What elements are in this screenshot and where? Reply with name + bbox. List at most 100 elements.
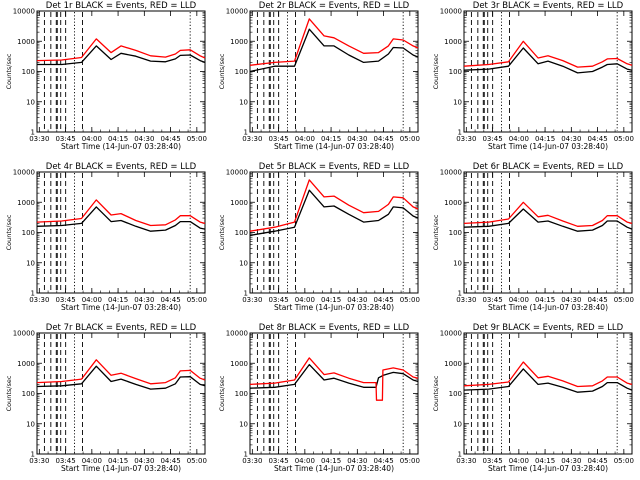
y-tick-label: 1 (244, 451, 248, 459)
detector-panel: Det 1r BLACK = Events, RED = LLD 1 10 100 10… (5, 1, 207, 151)
x-tick-label: 04:30 (561, 135, 581, 143)
x-tick-label: 03:30 (242, 135, 262, 143)
x-tick-label: 04:15 (321, 296, 341, 304)
x-tick-label: 04:00 (82, 135, 102, 143)
x-tick-label: 04:15 (108, 296, 128, 304)
x-tick-label: 04:30 (134, 135, 154, 143)
x-tick-label: 05:00 (187, 296, 207, 304)
x-tick-label: 04:15 (321, 457, 341, 465)
plot-frame (249, 10, 419, 133)
y-tick-label: 10 (26, 98, 35, 106)
x-tick-label: 04:45 (160, 135, 180, 143)
x-tick-label: 03:45 (55, 135, 75, 143)
y-tick-label: 1 (244, 290, 248, 298)
x-tick-label: 04:00 (509, 457, 529, 465)
x-tick-label: 03:30 (29, 135, 49, 143)
y-tick-label: 10 (453, 420, 462, 428)
x-tick-label: 04:30 (347, 457, 367, 465)
x-tick-label: 03:30 (456, 135, 476, 143)
detector-panel: Det 3r BLACK = Events, RED = LLD 1 10 100 10… (432, 1, 634, 151)
x-axis-label: Start Time (14-Jun-07 03:28:40) (488, 142, 608, 151)
panel-title: Det 9r BLACK = Events, RED = LLD (473, 323, 624, 333)
x-tick-label: 03:30 (456, 296, 476, 304)
y-tick-label: 10000 (226, 8, 248, 16)
y-tick-label: 10 (26, 420, 35, 428)
series-lld-line (36, 359, 206, 385)
x-tick-label: 04:30 (347, 296, 367, 304)
y-tick-label: 1000 (230, 199, 248, 207)
panel-title: Det 6r BLACK = Events, RED = LLD (473, 162, 624, 172)
y-tick-label: 10 (453, 98, 462, 106)
series-lld-line (463, 201, 633, 227)
x-tick-label: 03:30 (456, 457, 476, 465)
x-tick-label: 05:00 (187, 457, 207, 465)
x-axis-label: Start Time (14-Jun-07 03:28:40) (274, 464, 394, 473)
x-tick-label: 04:00 (82, 457, 102, 465)
y-axis-label: Counts/sec (432, 375, 440, 411)
plot-frame (249, 332, 419, 455)
series-lld-line (249, 179, 419, 232)
panel-title: Det 7r BLACK = Events, RED = LLD (46, 323, 197, 333)
detector-panel: Det 2r BLACK = Events, RED = LLD 1 10 100 10… (218, 1, 420, 151)
plot-frame (463, 171, 633, 294)
x-tick-label: 04:00 (295, 296, 315, 304)
y-tick-label: 100 (235, 68, 248, 76)
x-tick-label: 04:45 (373, 457, 393, 465)
y-tick-label: 100 (235, 229, 248, 237)
y-tick-label: 10000 (440, 169, 462, 177)
plot-frame (249, 171, 419, 294)
y-tick-label: 1 (458, 290, 462, 298)
x-tick-label: 04:15 (108, 457, 128, 465)
series-events-line (249, 189, 419, 237)
y-tick-label: 1000 (444, 360, 462, 368)
x-tick-label: 05:00 (187, 135, 207, 143)
y-axis-label: Counts/sec (5, 214, 13, 250)
x-tick-label: 03:45 (482, 296, 502, 304)
y-axis-label: Counts/sec (5, 375, 13, 411)
x-axis-label: Start Time (14-Jun-07 03:28:40) (61, 142, 181, 151)
series-lld-line (249, 357, 419, 401)
series-lld-line (36, 199, 206, 227)
x-tick-label: 05:00 (400, 457, 420, 465)
detector-panel: Det 5r BLACK = Events, RED = LLD 1 10 100 10… (218, 162, 420, 312)
y-tick-label: 1 (31, 451, 35, 459)
y-axis-label: Counts/sec (218, 375, 226, 411)
panel-title: Det 2r BLACK = Events, RED = LLD (259, 1, 410, 11)
x-tick-label: 04:45 (160, 296, 180, 304)
y-tick-label: 10000 (13, 330, 35, 338)
x-tick-label: 03:45 (268, 135, 288, 143)
panel-title: Det 4r BLACK = Events, RED = LLD (46, 162, 197, 172)
y-tick-label: 10 (239, 98, 248, 106)
y-tick-label: 10 (239, 420, 248, 428)
x-tick-label: 04:00 (295, 135, 315, 143)
x-tick-label: 04:00 (295, 457, 315, 465)
x-tick-label: 05:00 (614, 135, 634, 143)
x-tick-label: 03:45 (55, 296, 75, 304)
x-tick-label: 03:45 (55, 457, 75, 465)
x-tick-label: 03:30 (29, 457, 49, 465)
x-tick-label: 05:00 (400, 296, 420, 304)
y-tick-label: 10000 (13, 8, 35, 16)
x-tick-label: 04:30 (134, 457, 154, 465)
x-tick-label: 04:15 (321, 135, 341, 143)
y-tick-label: 10 (26, 259, 35, 267)
y-tick-label: 1000 (230, 360, 248, 368)
y-tick-label: 100 (22, 68, 35, 76)
y-tick-label: 1 (458, 451, 462, 459)
y-tick-label: 1000 (444, 199, 462, 207)
y-tick-label: 10000 (440, 8, 462, 16)
y-tick-label: 100 (22, 390, 35, 398)
series-events-line (249, 28, 419, 73)
y-tick-label: 10 (453, 259, 462, 267)
plot-frame (463, 332, 633, 455)
y-tick-label: 1000 (444, 38, 462, 46)
x-axis-label: Start Time (14-Jun-07 03:28:40) (61, 464, 181, 473)
plot-frame (36, 171, 206, 294)
y-tick-label: 10000 (440, 330, 462, 338)
series-events-line (36, 206, 206, 232)
y-tick-label: 1 (458, 129, 462, 137)
series-events-line (463, 368, 633, 393)
detector-panel: Det 8r BLACK = Events, RED = LLD 1 10 100 10… (218, 323, 420, 473)
y-axis-label: Counts/sec (5, 53, 13, 89)
